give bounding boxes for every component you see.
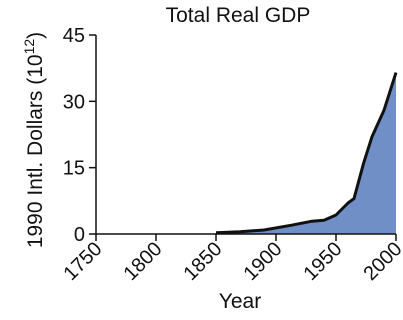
y-tick-label: 15 xyxy=(63,158,85,180)
x-tick-label: 1850 xyxy=(180,238,227,285)
x-tick-label: 1950 xyxy=(300,238,347,285)
x-tick-label: 2000 xyxy=(360,238,403,285)
plot-area xyxy=(215,72,398,235)
y-axis-label: 1990 Intl. Dollars (1012) xyxy=(21,32,47,248)
y-tick-label: 30 xyxy=(63,91,85,113)
gdp-area-fill xyxy=(216,72,396,234)
axes xyxy=(95,35,396,235)
chart-title: Total Real GDP xyxy=(166,4,311,27)
x-tick-label: 1800 xyxy=(120,238,167,285)
y-ticks: 0 15 30 45 xyxy=(63,25,96,246)
x-ticks: 1750 1800 1850 1900 1950 2000 xyxy=(60,234,403,285)
x-tick-label: 1900 xyxy=(240,238,287,285)
y-tick-label: 45 xyxy=(63,25,85,47)
gdp-line xyxy=(215,72,398,235)
x-axis-label: Year xyxy=(219,290,261,313)
y-tick-label: 0 xyxy=(74,224,85,246)
